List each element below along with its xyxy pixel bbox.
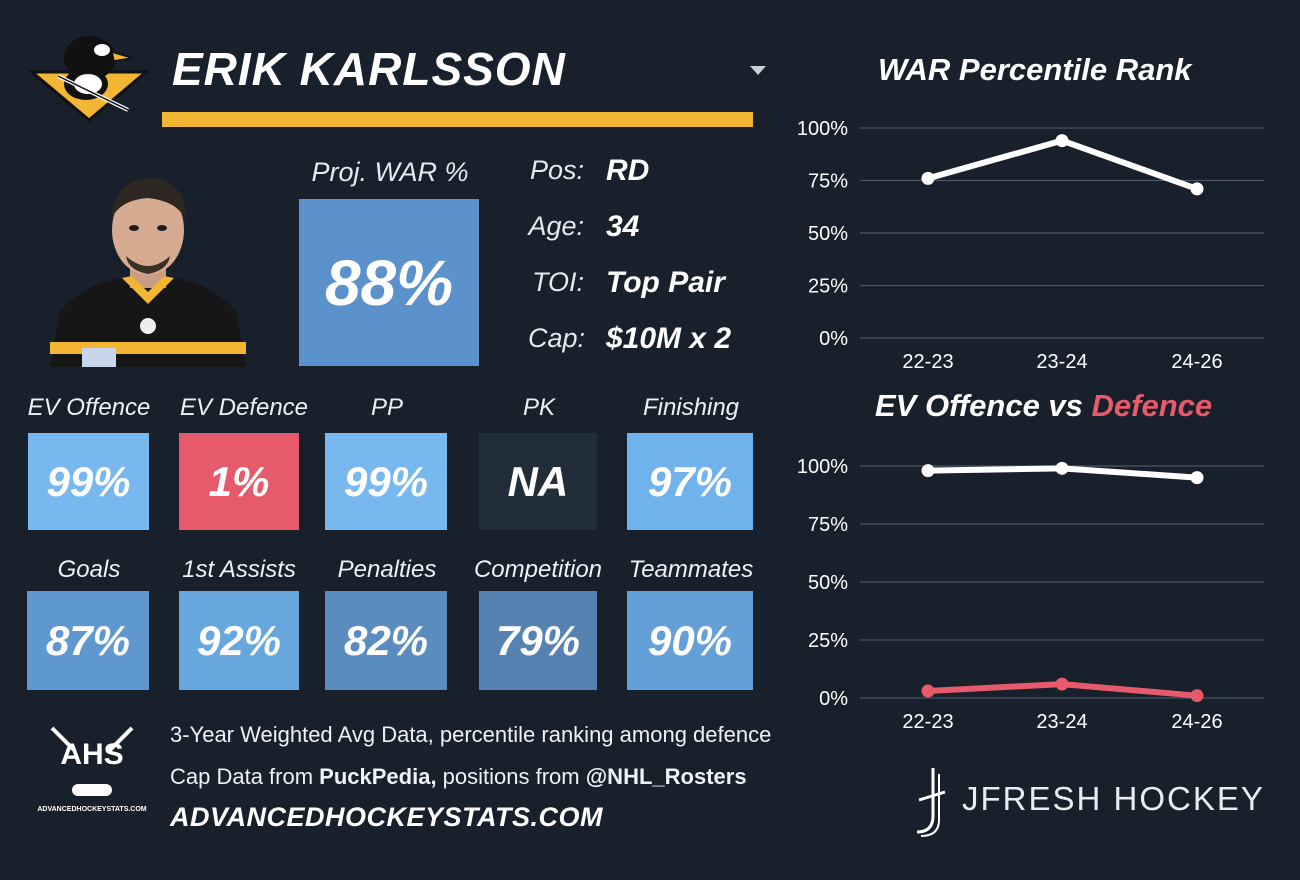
age-value: 34 xyxy=(606,210,640,243)
ev-chart-x-tick-label: 22-23 xyxy=(902,711,953,733)
first-assists-tile: 92% xyxy=(179,591,299,690)
ev-chart-series-0-point xyxy=(1055,461,1069,475)
war-chart-y-tick-label: 100% xyxy=(797,118,848,140)
penalties-label: Penalties xyxy=(337,556,437,583)
ev-chart-series-1-point xyxy=(921,684,935,698)
ev-chart-x-tick-label: 24-26 xyxy=(1171,711,1222,733)
position-label: Pos: xyxy=(529,155,584,185)
ahs-logo xyxy=(38,722,146,818)
proj-war-label: Proj. WAR % xyxy=(311,157,469,187)
teammates-label: Teammates xyxy=(628,556,754,583)
ev-offence-label: EV Offence xyxy=(27,394,151,421)
ev-defence-tile: 1% xyxy=(179,433,299,530)
ev-chart-series-0-point xyxy=(921,464,935,478)
toi-value: Top Pair xyxy=(606,266,725,299)
ev-chart-series-1-point xyxy=(1055,677,1069,691)
goals-label: Goals xyxy=(57,556,121,583)
ev-chart-title: EV Offence vs Defence xyxy=(875,388,1212,424)
war-chart-series-0-point xyxy=(921,171,935,185)
ahs-logo-subtext: ADVANCEDHOCKEYSTATS.COM xyxy=(37,806,147,813)
war-chart-series-0-line xyxy=(927,137,1199,192)
player-photo xyxy=(42,172,254,367)
war-chart-x-tick-label: 23-24 xyxy=(1036,351,1087,373)
finishing-tile: 97% xyxy=(627,433,753,530)
ev-chart-y-tick-label: 25% xyxy=(808,630,848,652)
ev-chart-y-tick-label: 75% xyxy=(808,514,848,536)
footer-prefix: Cap Data from xyxy=(170,764,320,789)
pk-tile: NA xyxy=(479,433,597,530)
competition-tile: 79% xyxy=(479,591,597,690)
war-chart-y-tick-label: 0% xyxy=(819,328,848,350)
footer-note-sources: Cap Data from PuckPedia, positions from … xyxy=(170,764,747,790)
toi-label: TOI: xyxy=(531,267,584,297)
age-label: Age: xyxy=(528,211,584,241)
ev-chart-x-tick-label: 23-24 xyxy=(1036,711,1087,733)
ev-chart-y-tick-label: 100% xyxy=(797,456,848,478)
first-assists-label: 1st Assists xyxy=(182,556,296,583)
cap-value: $10M x 2 xyxy=(606,322,732,355)
position-value: RD xyxy=(606,154,650,187)
war-chart-y-tick-label: 25% xyxy=(808,276,848,298)
ev-defence-label: EV Defence xyxy=(179,394,309,421)
pp-label: PP xyxy=(370,394,403,421)
ev-offence-tile: 99% xyxy=(28,433,149,530)
player-name: ERIK KARLSSON xyxy=(172,43,566,95)
ev-chart-series-1-point xyxy=(1190,689,1204,703)
cap-label: Cap: xyxy=(528,323,586,353)
war-chart-x-tick-label: 22-23 xyxy=(902,351,953,373)
war-percentile-chart: 0% 25% 50% 75% 100% 22-23 23-24 24-26 xyxy=(797,118,1264,373)
ev-chart-title-part1: EV Offence vs xyxy=(875,388,1092,423)
war-chart-y-tick-label: 50% xyxy=(808,223,848,245)
penguins-logo-icon xyxy=(27,28,151,123)
nhl-rosters-link[interactable]: @NHL_Rosters xyxy=(585,764,747,789)
ev-chart-y-tick-label: 50% xyxy=(808,572,848,594)
war-chart-y-tick-label: 75% xyxy=(808,171,848,193)
penalties-tile: 82% xyxy=(325,591,447,690)
footer-note-data: 3-Year Weighted Avg Data, percentile ran… xyxy=(170,722,772,747)
war-chart-title: WAR Percentile Rank xyxy=(878,52,1192,87)
jfresh-logo-icon xyxy=(905,766,949,838)
war-chart-x-tick-label: 24-26 xyxy=(1171,351,1222,373)
ev-chart-series-0-point xyxy=(1190,471,1204,485)
name-underline-divider xyxy=(162,112,753,127)
pp-tile: 99% xyxy=(325,433,447,530)
finishing-label: Finishing xyxy=(642,394,740,421)
puckpedia-link[interactable]: PuckPedia, xyxy=(319,764,437,789)
competition-label: Competition xyxy=(473,556,603,583)
footer-mid: positions from xyxy=(436,764,586,789)
teammates-tile: 90% xyxy=(627,591,753,690)
ev-chart-y-tick-label: 0% xyxy=(819,688,848,710)
jfresh-hockey-brand: JFRESH HOCKEY xyxy=(962,780,1265,817)
ahs-logo-text: AHS xyxy=(60,738,124,771)
proj-war-tile: 88% xyxy=(299,199,479,366)
war-chart-series-0-point xyxy=(1055,134,1069,148)
ev-offence-defence-chart: 0% 25% 50% 75% 100% 22-23 23-24 24-26 xyxy=(797,456,1264,733)
goals-tile: 87% xyxy=(27,591,149,690)
pk-label: PK xyxy=(522,394,555,421)
war-chart-series-0-point xyxy=(1190,182,1204,196)
ev-chart-title-part2: Defence xyxy=(1091,388,1213,423)
player-select-chevron-down-icon[interactable] xyxy=(750,66,766,75)
site-link[interactable]: ADVANCEDHOCKEYSTATS.COM xyxy=(170,802,604,832)
